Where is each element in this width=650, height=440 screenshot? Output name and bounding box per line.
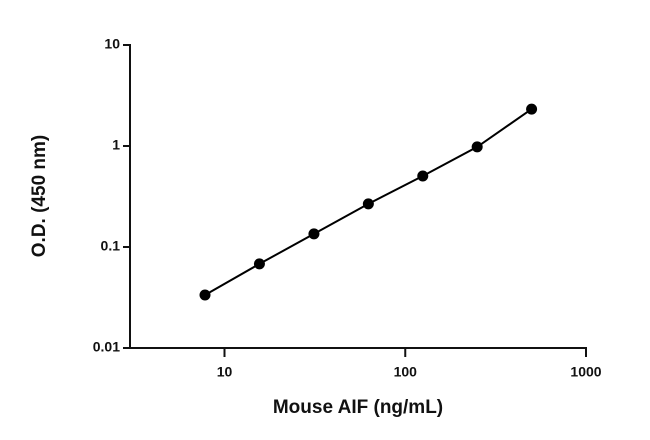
data-point (253, 258, 265, 270)
data-point (308, 228, 320, 240)
data-point (362, 198, 374, 210)
data-point (471, 141, 483, 153)
y-tick-label: 0.1 (101, 238, 121, 254)
x-axis-label: Mouse AIF (ng/mL) (273, 397, 443, 418)
x-tick-label: 10 (217, 364, 233, 380)
y-axis-label: O.D. (450 nm) (29, 135, 50, 257)
data-point (199, 289, 211, 301)
data-point (417, 170, 429, 182)
y-tick-label: 1 (112, 137, 120, 153)
data-point (526, 103, 538, 115)
x-tick-label: 100 (394, 364, 418, 380)
y-tick-label: 10 (104, 36, 120, 52)
x-tick-label: 1000 (570, 364, 601, 380)
y-tick-label: 0.01 (93, 339, 120, 355)
